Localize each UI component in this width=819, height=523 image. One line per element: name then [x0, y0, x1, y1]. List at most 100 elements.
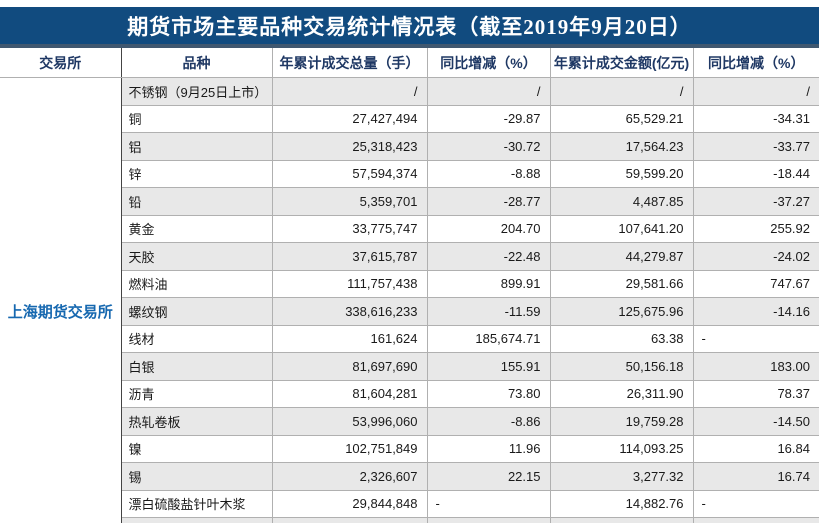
- volume-yoy-cell: -11.59: [427, 297, 551, 326]
- volume-cell: 25,318,423: [272, 132, 428, 161]
- amount-yoy-cell: 255.92: [693, 215, 819, 243]
- page-title: 期货市场主要品种交易统计情况表（截至2019年9月20日）: [127, 14, 692, 39]
- variety-cell: 铅: [121, 187, 273, 216]
- volume-yoy-cell: 11.96: [427, 435, 551, 463]
- variety-cell: 漂白硫酸盐针叶木浆: [121, 490, 273, 518]
- header-row: 交易所 品种 年累计成交总量（手） 同比增减（%） 年累计成交金额(亿元) 同比…: [0, 48, 819, 78]
- table-row: 白银 81,697,690 155.91 50,156.18 183.00: [0, 352, 819, 381]
- volume-cell: 29,844,848: [272, 490, 428, 518]
- title-bar: 期货市场主要品种交易统计情况表（截至2019年9月20日）: [0, 7, 819, 48]
- amount-cell: 29,581.66: [550, 270, 694, 298]
- stats-table: 交易所 品种 年累计成交总量（手） 同比增减（%） 年累计成交金额(亿元) 同比…: [0, 48, 819, 523]
- volume-cell: 338,616,233: [272, 297, 428, 326]
- variety-cell: 螺纹钢: [121, 297, 273, 326]
- amount-yoy-cell: -: [693, 490, 819, 518]
- volume-yoy-cell: 73.80: [427, 380, 551, 408]
- col-header-amount: 年累计成交金额(亿元): [550, 48, 694, 78]
- table-row: 天胶 37,615,787 -22.48 44,279.87 -24.02: [0, 242, 819, 271]
- table-row: 沥青 81,604,281 73.80 26,311.90 78.37: [0, 380, 819, 408]
- amount-cell: 17,564.23: [550, 132, 694, 161]
- table-row: 上海期货交易所 不锈钢（9月25日上市） / / / /: [0, 77, 819, 523]
- volume-cell: 37,615,787: [272, 242, 428, 271]
- table-row: 铅 5,359,701 -28.77 4,487.85 -37.27: [0, 187, 819, 216]
- amount-yoy-cell: 183.00: [693, 352, 819, 381]
- amount-cell: 65,529.21: [550, 105, 694, 133]
- amount-yoy-cell: -14.50: [693, 407, 819, 436]
- variety-cell: 天胶: [121, 242, 273, 271]
- col-header-amount-yoy: 同比增减（%）: [693, 48, 819, 78]
- volume-yoy-cell: -: [427, 490, 551, 518]
- variety-cell: 热轧卷板: [121, 407, 273, 436]
- volume-yoy-cell: -30.72: [427, 132, 551, 161]
- volume-yoy-cell: 22.15: [427, 462, 551, 491]
- variety-cell: 燃料油: [121, 270, 273, 298]
- volume-cell: [272, 517, 428, 523]
- col-header-variety: 品种: [121, 48, 273, 78]
- amount-cell: 4,487.85: [550, 187, 694, 216]
- exchange-cell: 上海期货交易所: [0, 77, 122, 523]
- volume-cell: 33,775,747: [272, 215, 428, 243]
- amount-yoy-cell: 78.37: [693, 380, 819, 408]
- volume-cell: 2,326,607: [272, 462, 428, 491]
- table-row: 铜 27,427,494 -29.87 65,529.21 -34.31: [0, 105, 819, 133]
- volume-cell: 57,594,374: [272, 160, 428, 188]
- variety-cell: 铝: [121, 132, 273, 161]
- volume-yoy-cell: 185,674.71: [427, 325, 551, 353]
- table-row: 线材 161,624 185,674.71 63.38 -: [0, 325, 819, 353]
- amount-yoy-cell: 16.84: [693, 435, 819, 463]
- volume-yoy-cell: -29.87: [427, 105, 551, 133]
- table-row: 漂白硫酸盐针叶木浆 29,844,848 - 14,882.76 -: [0, 490, 819, 518]
- amount-cell: 19,759.28: [550, 407, 694, 436]
- volume-cell: 111,757,438: [272, 270, 428, 298]
- amount-cell: 125,675.96: [550, 297, 694, 326]
- amount-yoy-cell: -18.44: [693, 160, 819, 188]
- variety-cell: 锌: [121, 160, 273, 188]
- amount-cell: 63.38: [550, 325, 694, 353]
- table-row: 锌 57,594,374 -8.88 59,599.20 -18.44: [0, 160, 819, 188]
- amount-yoy-cell: -34.31: [693, 105, 819, 133]
- table-row: 螺纹钢 338,616,233 -11.59 125,675.96 -14.16: [0, 297, 819, 326]
- volume-cell: 81,604,281: [272, 380, 428, 408]
- amount-cell: 3,277.32: [550, 462, 694, 491]
- amount-cell: [550, 517, 694, 523]
- variety-cell: 黄金: [121, 215, 273, 243]
- col-header-volume-yoy: 同比增减（%）: [427, 48, 551, 78]
- volume-yoy-cell: [427, 517, 551, 523]
- amount-cell: 50,156.18: [550, 352, 694, 381]
- variety-cell: 镍: [121, 435, 273, 463]
- volume-yoy-cell: -8.86: [427, 407, 551, 436]
- amount-yoy-cell: 747.67: [693, 270, 819, 298]
- volume-cell: 53,996,060: [272, 407, 428, 436]
- table-row: 黄金 33,775,747 204.70 107,641.20 255.92: [0, 215, 819, 243]
- amount-yoy-cell: -24.02: [693, 242, 819, 271]
- table-row: 燃料油 111,757,438 899.91 29,581.66 747.67: [0, 270, 819, 298]
- variety-cell: 白银: [121, 352, 273, 381]
- amount-cell: 44,279.87: [550, 242, 694, 271]
- volume-yoy-cell: 155.91: [427, 352, 551, 381]
- table-row: 锡 2,326,607 22.15 3,277.32 16.74: [0, 462, 819, 491]
- amount-cell: 14,882.76: [550, 490, 694, 518]
- table-row: 镍 102,751,849 11.96 114,093.25 16.84: [0, 435, 819, 463]
- volume-yoy-cell: /: [427, 77, 551, 106]
- top-gap: [0, 0, 819, 7]
- amount-yoy-cell: -14.16: [693, 297, 819, 326]
- amount-cell: 59,599.20: [550, 160, 694, 188]
- amount-cell: 107,641.20: [550, 215, 694, 243]
- col-header-volume: 年累计成交总量（手）: [272, 48, 428, 78]
- volume-cell: 81,697,690: [272, 352, 428, 381]
- amount-yoy-cell: -37.27: [693, 187, 819, 216]
- volume-yoy-cell: -8.88: [427, 160, 551, 188]
- volume-cell: /: [272, 77, 428, 106]
- col-header-exchange: 交易所: [0, 48, 122, 78]
- volume-cell: 161,624: [272, 325, 428, 353]
- amount-yoy-cell: 16.74: [693, 462, 819, 491]
- variety-cell: 锡: [121, 462, 273, 491]
- exchange-name: 上海期货交易所: [7, 304, 113, 321]
- amount-yoy-cell: -33.77: [693, 132, 819, 161]
- amount-yoy-cell: /: [693, 77, 819, 106]
- volume-yoy-cell: -28.77: [427, 187, 551, 216]
- partial-row: [0, 517, 819, 523]
- variety-cell: 不锈钢（9月25日上市）: [121, 77, 273, 106]
- amount-yoy-cell: -: [693, 325, 819, 353]
